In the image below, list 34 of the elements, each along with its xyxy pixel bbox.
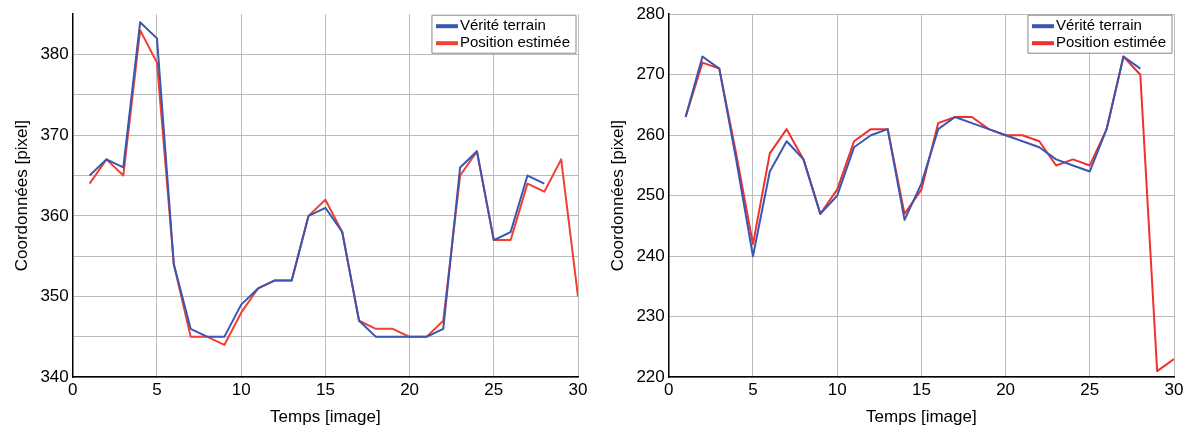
x-axis-title: Temps [image] (270, 407, 381, 427)
x-tick-label: 30 (568, 380, 588, 400)
x-tick-label: 25 (484, 380, 504, 400)
legend-label: Vérité terrain (459, 16, 546, 34)
x-tick-label: 10 (231, 380, 251, 400)
y-tick-label: 280 (636, 3, 665, 23)
y-tick-label: 270 (636, 64, 665, 84)
y-tick-label: 340 (40, 366, 69, 386)
y-tick-label: 370 (40, 124, 69, 144)
y-tick-label: 260 (636, 124, 665, 144)
x-axis-title: Temps [image] (866, 407, 977, 427)
x-tick-label: 30 (1164, 380, 1184, 400)
y-tick-label: 250 (636, 185, 665, 205)
x-tick-label: 15 (911, 380, 931, 400)
x-tick-label: 15 (315, 380, 335, 400)
y-tick-label: 240 (636, 245, 665, 265)
y-tick-label: 380 (40, 44, 69, 64)
y-tick-label: 360 (40, 205, 69, 225)
y-tick-label: 350 (40, 286, 69, 306)
x-tick-label: 10 (827, 380, 847, 400)
x-tick-label: 20 (996, 380, 1016, 400)
legend-label: Position estimée (1055, 33, 1167, 51)
y-axis-title: Coordonnées [pixel] (607, 120, 627, 272)
x-tick-label: 5 (152, 380, 162, 400)
x-tick-label: 0 (68, 380, 78, 400)
x-tick-label: 25 (1080, 380, 1100, 400)
legend-label: Position estimée (459, 33, 571, 51)
x-tick-label: 0 (664, 380, 674, 400)
x-tick-label: 20 (400, 380, 420, 400)
y-axis-title: Coordonnées [pixel] (11, 120, 31, 272)
x-tick-label: 5 (748, 380, 758, 400)
y-tick-label: 220 (636, 366, 665, 386)
legend-label: Vérité terrain (1055, 16, 1142, 34)
y-tick-label: 230 (636, 306, 665, 326)
